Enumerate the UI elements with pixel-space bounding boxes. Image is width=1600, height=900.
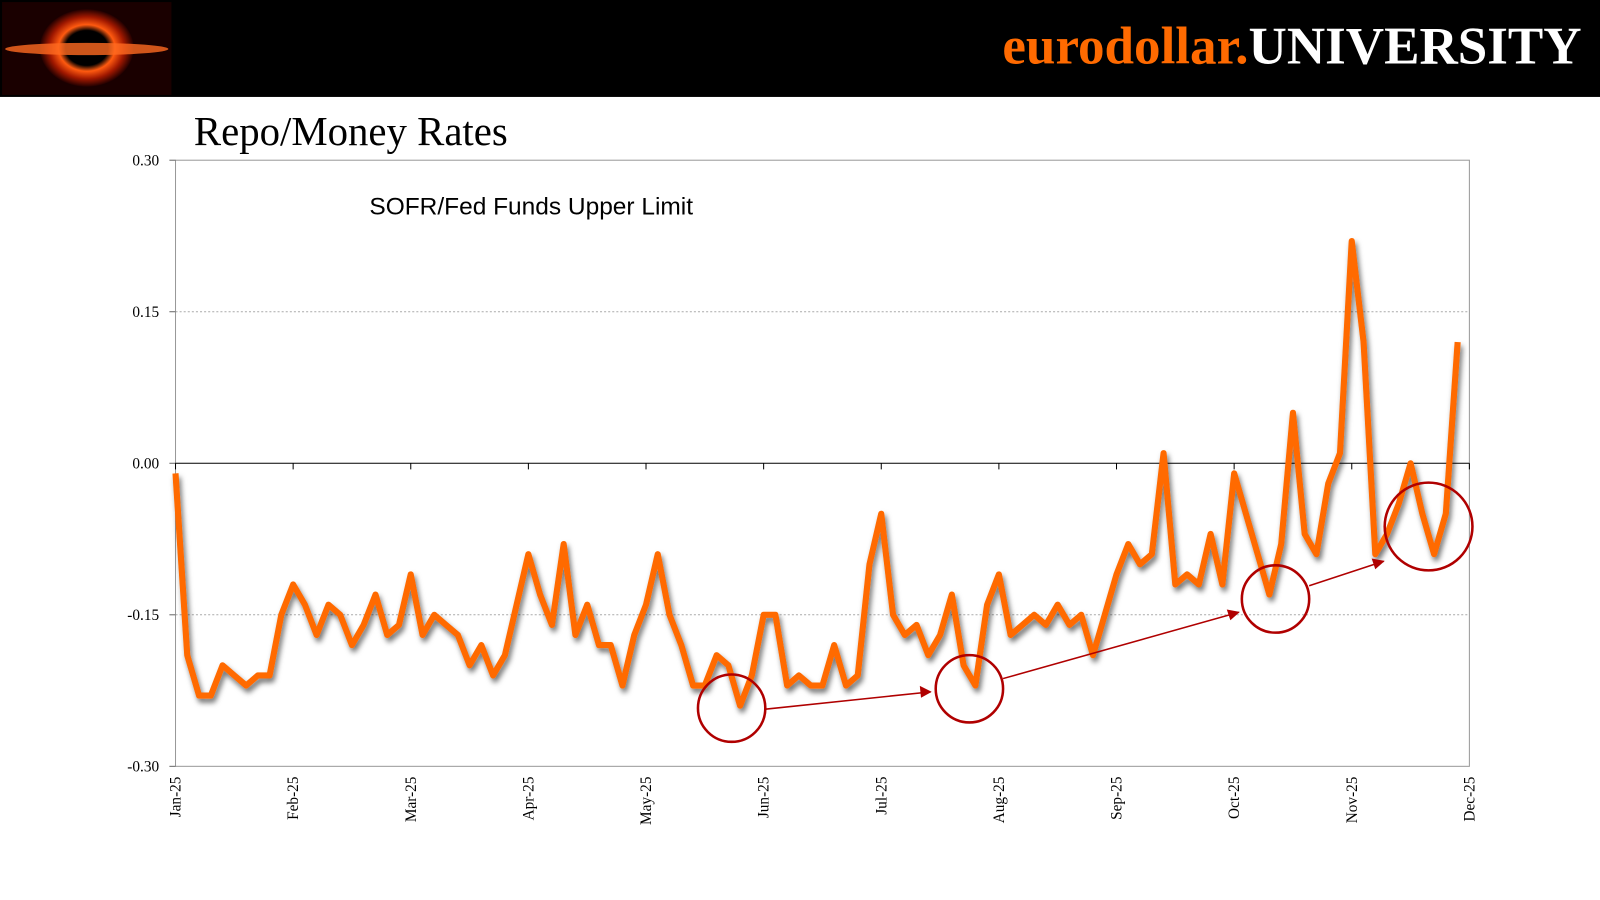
x-tick-label: Oct-25 (1226, 776, 1243, 819)
header-bar (0, 0, 1600, 97)
x-tick-label: Dec-25 (1461, 776, 1478, 821)
series-line (172, 237, 1461, 709)
y-tick-label: -0.30 (127, 758, 159, 775)
y-tick-label: 0.00 (132, 455, 159, 472)
plot (172, 237, 1461, 709)
brand: eurodollar.UNIVERSITY (1002, 17, 1581, 75)
arrowhead (919, 558, 1385, 698)
circle (1383, 481, 1474, 572)
legend-label: SOFR/Fed Funds Upper Limit (369, 193, 693, 220)
chart-title: Repo/Money Rates (194, 109, 508, 154)
x-tick-label: Mar-25 (403, 776, 420, 822)
x-tick-label: Feb-25 (285, 776, 302, 820)
grid: -0.30 -0.15 0.00 0.15 0.30 Jan-25 Feb-25 Mar-25… (127, 152, 1478, 825)
y-tick-label: 0.30 (132, 152, 159, 169)
brand-school: UNIVERSITY (1249, 17, 1582, 75)
x-tick-label: May-25 (638, 776, 655, 825)
y-tick-label: -0.15 (127, 607, 159, 624)
circle (1240, 564, 1311, 634)
x-tick-label: Jul-25 (873, 776, 890, 815)
x-tick-label: Sep-25 (1109, 776, 1126, 820)
x-tick-label: Aug-25 (991, 776, 1008, 823)
brand-name: eurodollar. (1002, 17, 1248, 75)
legend: SOFR/Fed Funds Upper Limit (328, 193, 693, 220)
circle (696, 673, 767, 744)
circle (934, 653, 1005, 724)
arrow (765, 560, 1384, 710)
x-tick-label: Jun-25 (756, 776, 773, 818)
annotations (696, 481, 1474, 744)
x-tick-label: Jan-25 (168, 776, 185, 817)
y-tick-label: 0.15 (132, 304, 159, 321)
x-tick-label: Apr-25 (520, 776, 537, 820)
x-tick-label: Nov-25 (1344, 776, 1361, 823)
logo (2, 2, 172, 95)
